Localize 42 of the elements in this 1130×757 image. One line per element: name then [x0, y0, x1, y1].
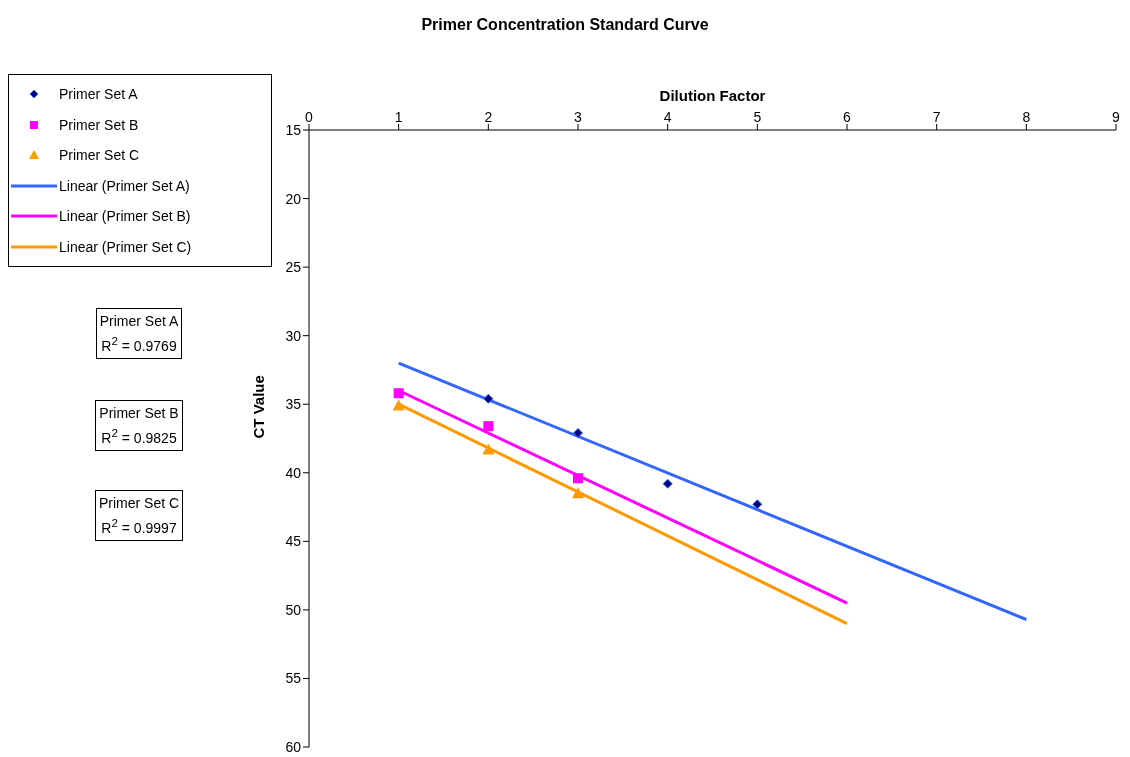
text: Primer Set A R$^{2}$ = 0.9769 — [95, 308, 183, 359]
x-axis-title: Dilution Factor — [659, 86, 766, 104]
y-tick-label: 55 — [285, 670, 302, 687]
x-tick-label: 2 — [484, 109, 493, 125]
point — [572, 487, 584, 499]
x-tick-label: 0 — [305, 109, 314, 125]
legend-label: Linear (Primer Set C) — [59, 238, 192, 255]
y-tick-label: 35 — [285, 396, 302, 413]
x-tick-label: 8 — [1022, 109, 1031, 125]
x-tick-label: 7 — [932, 109, 941, 125]
y-tick-label: 45 — [285, 533, 302, 550]
y-tick-label: 50 — [285, 601, 302, 618]
point — [483, 421, 494, 432]
point — [483, 393, 494, 404]
point — [393, 388, 404, 399]
point — [662, 478, 673, 489]
y-tick-label: 25 — [285, 259, 302, 276]
y-tick-label: 15 — [285, 121, 302, 138]
legend-label: Primer Set B — [59, 116, 139, 133]
point — [573, 473, 583, 484]
x-tick-label: 9 — [1112, 109, 1121, 125]
y-tick-label: 20 — [285, 190, 302, 207]
x-tick-label: 6 — [843, 109, 852, 125]
y-tick-label: 60 — [285, 738, 302, 755]
legend-label: Linear (Primer Set B) — [59, 208, 191, 225]
legend-label: Primer Set A — [59, 86, 138, 103]
chart-title: Primer Concentration Standard Curve — [420, 16, 710, 34]
point — [482, 443, 495, 455]
legend-label: Linear (Primer Set A) — [59, 177, 190, 194]
y-tick-label: 30 — [285, 327, 302, 344]
y-tick-label: 40 — [285, 464, 302, 481]
text: Primer Set B R$^{2}$ = 0.9825 — [95, 400, 183, 451]
point — [573, 428, 583, 439]
legend-label: Primer Set C — [59, 147, 140, 164]
point — [392, 399, 405, 411]
y-axis-title: CT Value — [250, 375, 268, 439]
x-tick-label: 4 — [663, 109, 672, 125]
text: Primer Set C R$^{2}$ = 0.9997 — [94, 490, 184, 541]
x-tick-label: 3 — [574, 109, 583, 125]
point — [752, 499, 763, 510]
x-tick-label: 5 — [753, 109, 762, 125]
x-tick-label: 1 — [394, 109, 403, 125]
